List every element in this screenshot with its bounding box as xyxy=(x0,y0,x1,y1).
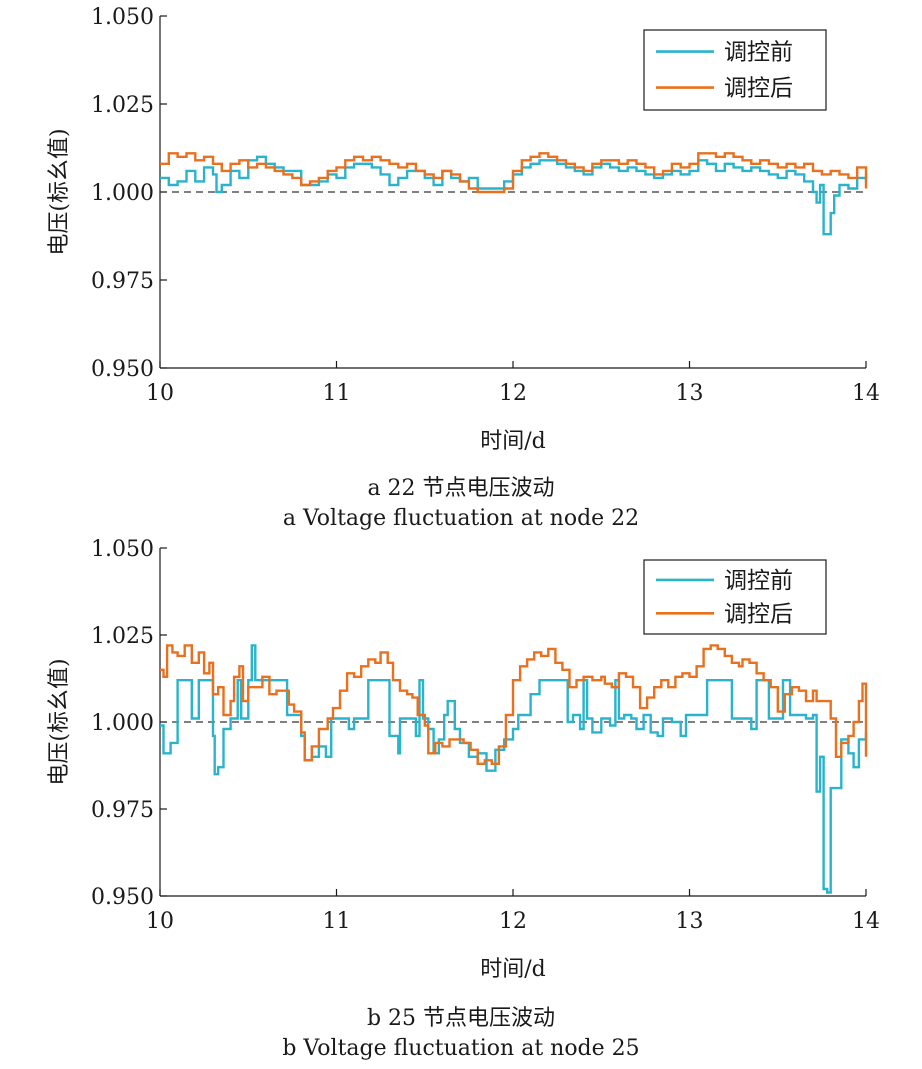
legend-label: 调控后 xyxy=(724,76,793,102)
x-axis-label: 时间/d xyxy=(480,957,546,982)
y-tick-label: 1.000 xyxy=(91,711,154,736)
x-tick-label: 10 xyxy=(146,909,174,934)
x-tick-label: 11 xyxy=(323,381,351,406)
x-tick-label: 12 xyxy=(499,909,527,934)
series-line-after xyxy=(160,644,868,765)
x-tick-label: 10 xyxy=(146,381,174,406)
series-line-after xyxy=(160,152,868,194)
y-axis-label: 电压(标幺值) xyxy=(47,658,72,785)
legend-label: 调控前 xyxy=(724,568,793,594)
x-tick-label: 13 xyxy=(676,909,704,934)
caption-a-cn: a 22 节点电压波动 xyxy=(367,476,555,501)
y-tick-label: 0.950 xyxy=(91,885,154,910)
x-axis-label: 时间/d xyxy=(480,429,546,454)
legend-box xyxy=(643,29,827,111)
x-tick-label: 14 xyxy=(852,909,880,934)
caption-b-en: b Voltage fluctuation at node 25 xyxy=(282,1036,640,1061)
caption-b-cn: b 25 节点电压波动 xyxy=(366,1006,556,1031)
y-tick-label: 1.000 xyxy=(91,181,154,206)
y-tick-label: 0.975 xyxy=(91,269,154,294)
x-tick-label: 11 xyxy=(323,909,351,934)
y-axis-label: 电压(标幺值) xyxy=(47,128,72,255)
legend-label: 调控前 xyxy=(724,40,793,66)
chart-a: 0.950 0.975 1.000 1.025 1.050 10 11 12 13 14 时间/d 电… xyxy=(47,5,880,454)
chart-b: 0.950 0.975 1.000 1.025 1.050 10 11 12 13 14 时间/d 电… xyxy=(47,537,880,982)
y-tick-label: 1.025 xyxy=(91,624,154,649)
x-tick-label: 13 xyxy=(676,381,704,406)
caption-a-en: a Voltage fluctuation at node 22 xyxy=(282,506,640,531)
x-tick-label: 14 xyxy=(852,381,880,406)
y-tick-label: 0.950 xyxy=(91,357,154,382)
x-tick-label: 12 xyxy=(499,381,527,406)
legend-box xyxy=(643,559,827,635)
y-tick-label: 1.050 xyxy=(91,5,154,30)
legend-label: 调控后 xyxy=(724,601,793,627)
series-line-before xyxy=(160,155,868,236)
y-tick-label: 1.025 xyxy=(91,93,154,118)
y-tick-label: 1.050 xyxy=(91,537,154,562)
y-tick-label: 0.975 xyxy=(91,798,154,823)
